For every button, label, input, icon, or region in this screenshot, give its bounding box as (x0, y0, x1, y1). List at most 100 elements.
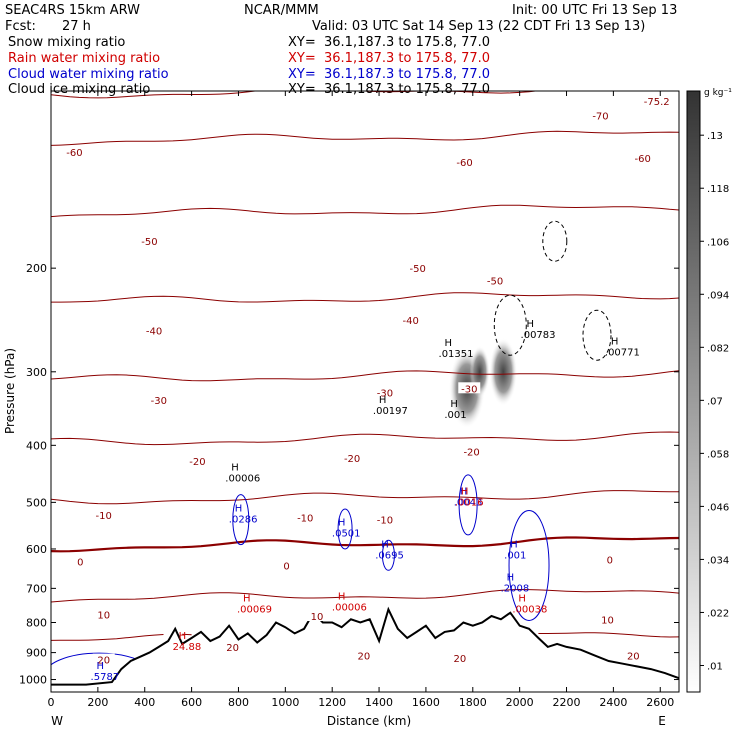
field-name-rain: Rain water mixing ratio (8, 51, 161, 66)
fcst-label: Fcst: (5, 19, 36, 34)
extremum-value-12: .2008 (501, 583, 530, 594)
extremum-marker-15: H (338, 592, 346, 603)
contour-label-bg-20 (275, 559, 298, 571)
model-title: SEAC4RS 15km ARW (5, 3, 141, 18)
contour-label-bg-24 (596, 613, 619, 625)
extremum-value-7: .0501 (332, 529, 361, 540)
extremum-value-2: .01351 (439, 349, 474, 360)
x-tick-label-11: 2200 (553, 696, 581, 709)
contour-label-4: -60 (635, 154, 651, 165)
contour-label-17: -10 (297, 513, 313, 524)
contour-label-bg-2 (63, 146, 86, 158)
cloud-water-contour-4 (508, 509, 550, 621)
extremum-marker-10: H (461, 486, 469, 497)
plot-frame (50, 90, 680, 693)
colorbar-tick-label-9: .118 (707, 184, 729, 195)
contour-label-5: -50 (141, 237, 157, 248)
contour-label-bg-18 (373, 513, 396, 525)
colorbar-tick-label-2: .034 (707, 555, 729, 566)
contour-label-18: -10 (377, 516, 393, 527)
contour-label-24: 10 (601, 615, 614, 626)
x-end-west: W (51, 714, 63, 728)
colorbar-tick-label-1: .022 (707, 608, 729, 619)
extremum-value-14: .00069 (237, 604, 272, 615)
extremum-marker-13: H (518, 593, 526, 604)
contour-label-8: -40 (146, 326, 162, 337)
field-xy-cloud-water: XY= 36.1,187.3 to 175.8, 77.0 (288, 67, 491, 82)
extremum-value-10: .0016 (455, 497, 484, 508)
cloud-water-contour-0 (232, 494, 250, 546)
contour-label-bg-5 (138, 235, 161, 247)
y-tick-label-5: 700 (26, 582, 47, 595)
x-tick-label-12: 2400 (599, 696, 627, 709)
org-label: NCAR/MMM (244, 3, 319, 18)
contour-label-10: -30 (151, 396, 167, 407)
extremum-marker-11: H (510, 539, 518, 550)
field-xy-rain: XY= 36.1,187.3 to 175.8, 77.0 (288, 51, 491, 66)
contour-label-bg-16 (92, 508, 115, 520)
isotherm--20 (51, 431, 679, 446)
x-tick-label-0: 0 (48, 696, 55, 709)
contour-label-bg-6 (406, 262, 429, 274)
cloud-ice-contour-1 (582, 309, 612, 361)
extremum-marker-6: H (235, 504, 243, 515)
contour-label-bg-4 (631, 152, 654, 164)
extremum-marker-0: H (231, 462, 239, 473)
field-name-cloud-ice: Cloud ice mixing ratio (8, 82, 151, 97)
extremum-value-0: .00006 (225, 473, 260, 484)
extremum-value-15: .00006 (332, 603, 367, 614)
isotherm-0 (51, 536, 679, 553)
extremum-value-4: .00783 (521, 330, 556, 341)
isotherm-10 (51, 588, 679, 603)
field-xy-snow: XY= 36.1,187.3 to 175.8, 77.0 (288, 35, 491, 50)
contour-label-11: -30 (377, 388, 393, 399)
contour-label-bg-22 (92, 608, 115, 620)
x-axis-label: Distance (km) (327, 714, 411, 728)
contour-label-19: 0 (77, 557, 83, 568)
contour-label-bg-21 (598, 553, 621, 565)
isotherm-20 (182, 633, 192, 636)
extremum-marker-4: H (527, 319, 535, 330)
field-name-cloud-water: Cloud water mixing ratio (8, 67, 169, 82)
extremum-value-1: .00197 (373, 406, 408, 417)
y-tick-label-6: 800 (26, 616, 47, 629)
contour-label-2: -60 (66, 148, 82, 159)
contour-label-bg-12 (458, 382, 481, 394)
x-tick-label-7: 1400 (365, 696, 393, 709)
extremum-value-5: .00771 (605, 347, 640, 358)
extremum-marker-8: H (381, 539, 389, 550)
contour-label-bg-8 (143, 324, 166, 336)
cloud-ice-contour-2 (542, 220, 568, 262)
contour-label-21: 0 (607, 555, 613, 566)
extremum-marker-7: H (338, 518, 346, 529)
isotherm--30 (51, 370, 679, 382)
colorbar-tick-label-6: .082 (707, 343, 729, 354)
contour-label-bg-27 (448, 652, 471, 664)
colorbar-tick-label-10: .13 (707, 131, 723, 142)
contour-label-29: 20 (97, 656, 110, 667)
init-time: Init: 00 UTC Fri 13 Sep 13 (512, 3, 678, 18)
colorbar-tick-label-7: .094 (707, 290, 729, 301)
contour-label-1: -75.2 (644, 97, 670, 108)
x-tick-label-8: 1600 (412, 696, 440, 709)
extremum-value-6: .0286 (229, 515, 258, 526)
colorbar-tick-label-3: .046 (707, 502, 729, 513)
contour-label-bg-0 (589, 109, 612, 121)
contour-label-26: 20 (357, 651, 370, 662)
contour-label-bg-9 (399, 314, 422, 326)
y-tick-label-0: 200 (26, 262, 47, 275)
contour-label-9: -40 (403, 316, 419, 327)
field-name-snow: Snow mixing ratio (8, 35, 126, 50)
cloud-ice-contour-0 (493, 294, 527, 356)
contour-label-bg-15 (460, 445, 483, 457)
contour-label-bg-13 (186, 454, 209, 466)
contour-label-3: -60 (456, 158, 472, 169)
contour-label-bg-14 (341, 451, 364, 463)
contour-label-27: 20 (454, 654, 467, 665)
contour-label-22: 10 (97, 610, 110, 621)
x-end-east: E (658, 714, 666, 728)
contour-label-15: -20 (463, 448, 479, 459)
x-tick-label-3: 600 (181, 696, 202, 709)
contour-label-7: -50 (487, 277, 503, 288)
x-tick-label-9: 1800 (459, 696, 487, 709)
